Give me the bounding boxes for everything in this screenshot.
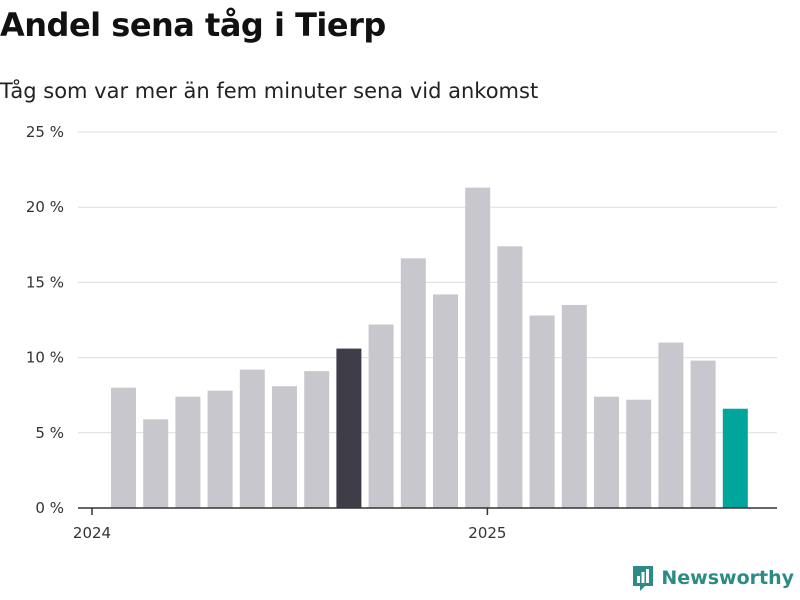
bar [336,348,362,508]
y-tick-label: 20 % [26,198,64,216]
bar [722,408,748,508]
bar [561,304,587,508]
bar [690,360,716,508]
brand-name: Newsworthy [661,567,794,589]
bar [175,396,201,508]
bar [368,324,394,508]
y-tick-label: 15 % [26,273,64,291]
x-tick-label: 2025 [468,524,506,542]
bar [626,399,652,508]
newsworthy-brand: Newsworthy [631,564,794,592]
bar [658,342,684,508]
newsworthy-logo-icon [633,566,654,591]
chart-title: Andel sena tåg i Tierp [0,6,386,44]
chart-subtitle: Tåg som var mer än fem minuter sena vid … [0,79,539,103]
bar [497,246,523,508]
bar-chart: 0 % 5 % 10 % 15 % 20 % 25 % 2024 2025 [26,123,777,542]
bar [400,258,426,508]
bar [465,187,491,508]
bar [594,396,619,508]
x-tick-label: 2024 [73,524,111,542]
bar [529,315,555,508]
y-tick-label: 5 % [35,424,64,442]
bar [143,419,169,508]
bar [433,294,458,508]
bar [272,386,297,508]
y-tick-label: 25 % [26,123,64,141]
bar [111,387,136,508]
bar [239,369,265,508]
bar [304,371,330,508]
y-tick-label: 10 % [26,349,64,367]
y-tick-label: 0 % [35,499,64,517]
bar [207,390,233,508]
